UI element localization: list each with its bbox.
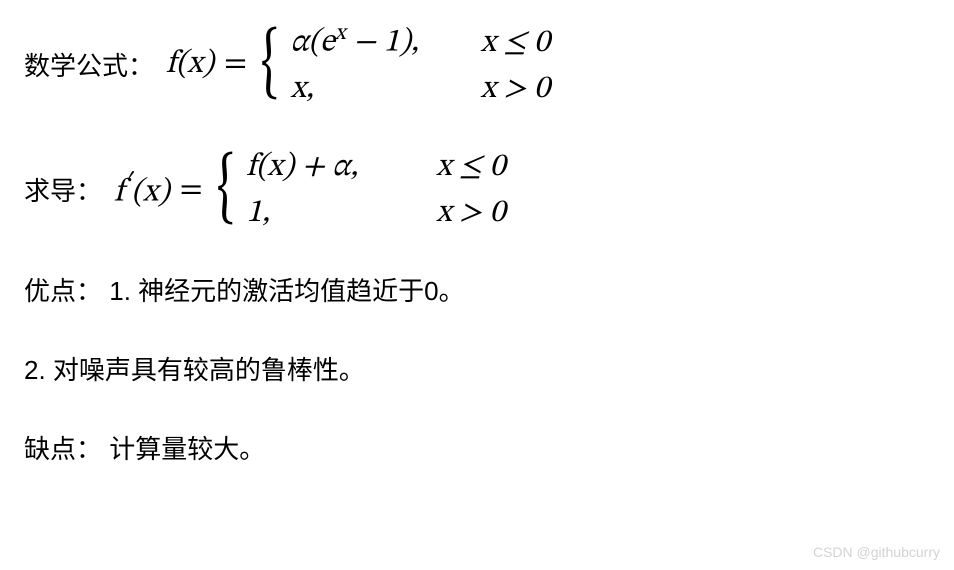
case-1-expr: f(x) + α, [246,147,436,187]
watermark-text: CSDN @githubcurry [813,544,940,560]
lhs: f′(x) [114,167,170,213]
disadvantages-line: 缺点： 计算量较大。 [24,429,930,466]
lhs: f(x) [166,44,214,84]
equals-sign: = [224,44,247,84]
equals-sign: = [180,170,203,210]
advantages-label: 优点： [24,276,102,306]
func-arg: x [143,176,158,208]
piecewise-cases: α(ex − 1), x ≤ 0 x, x > 0 [291,20,550,109]
case-2-expr: 1, [246,193,436,233]
derivative-expression: f′(x) = { f(x) + α, x ≤ 0 1, x > 0 [114,147,505,233]
formula-row-definition: 数学公式： f(x) = { α(ex − 1), x ≤ 0 x, x > 0 [24,20,930,109]
advantage-item-2: 2. 对噪声具有较高的鲁棒性。 [24,355,365,385]
advantages-line-2: 2. 对噪声具有较高的鲁棒性。 [24,350,930,387]
brace-icon: { [261,33,279,95]
case-1-expr: α(ex − 1), [291,20,481,63]
derivative-label: 求导： [24,171,102,208]
piecewise-cases: f(x) + α, x ≤ 0 1, x > 0 [246,147,505,233]
case-2-cond: x > 0 [481,69,550,109]
func-name: f [166,48,176,80]
formula-row-derivative: 求导： f′(x) = { f(x) + α, x ≤ 0 1, x > 0 [24,147,930,233]
func-arg: x [187,48,202,80]
case-1-cond: x ≤ 0 [481,23,550,63]
case-2-expr: x, [291,69,481,109]
advantage-item-1: 1. 神经元的激活均值趋近于0。 [109,276,464,306]
case-2-cond: x > 0 [436,193,505,233]
prime-mark: ′ [124,170,132,196]
case-2: x, x > 0 [291,69,550,109]
formula-label: 数学公式： [24,46,154,83]
brace-icon: { [216,158,234,220]
advantages-line-1: 优点： 1. 神经元的激活均值趋近于0。 [24,271,930,308]
disadvantage-item-1: 计算量较大。 [109,434,265,464]
disadvantages-label: 缺点： [24,434,102,464]
case-1-cond: x ≤ 0 [436,147,505,187]
case-1: α(ex − 1), x ≤ 0 [291,20,550,63]
func-name: f [114,176,124,208]
formula-expression: f(x) = { α(ex − 1), x ≤ 0 x, x > 0 [166,20,550,109]
case-2: 1, x > 0 [246,193,505,233]
case-1: f(x) + α, x ≤ 0 [246,147,505,187]
